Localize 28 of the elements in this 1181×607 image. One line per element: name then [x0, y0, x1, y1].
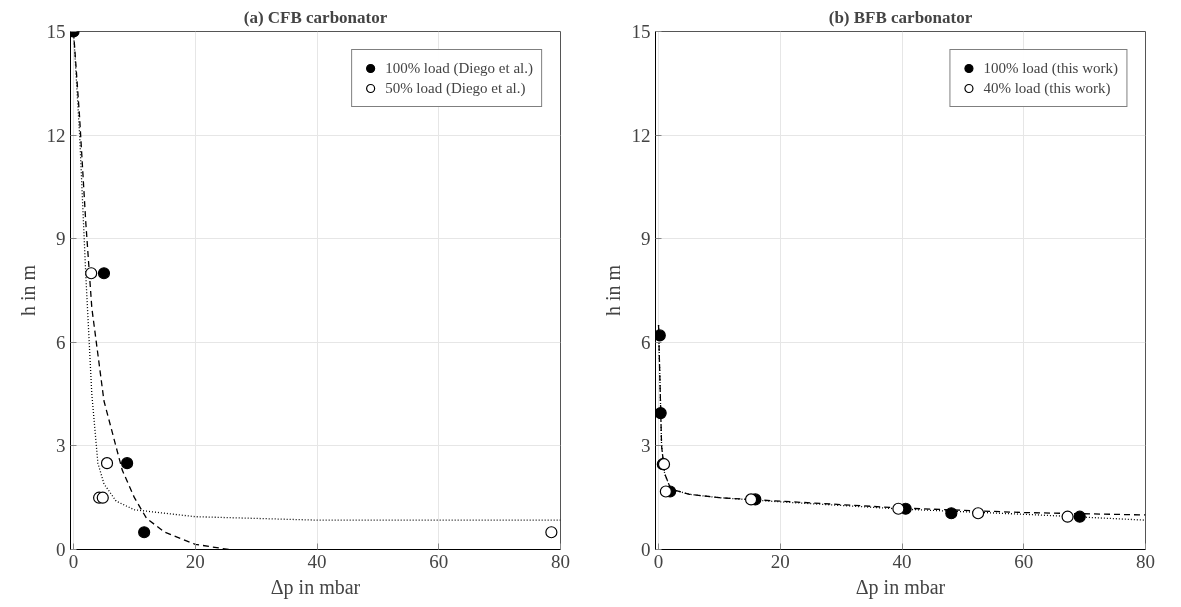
x-axis-title: Δp in mbar [855, 575, 946, 599]
legend-label: 50% load (Diego et al.) [385, 79, 526, 97]
x-tick-label: 20 [770, 550, 790, 572]
x-tick-label: 60 [429, 550, 449, 572]
y-tick-label: 9 [56, 228, 66, 250]
y-tick-label: 15 [631, 21, 651, 42]
x-tick-label: 80 [1136, 550, 1155, 572]
legend-label: 100% load (this work) [983, 59, 1118, 77]
y-tick-label: 15 [46, 21, 66, 42]
chart-title: (b) BFB carbonator [828, 7, 973, 27]
y-axis-title: h in m [601, 264, 624, 317]
legend-label: 40% load (this work) [983, 79, 1111, 97]
x-tick-label: 40 [307, 550, 327, 572]
y-tick-label: 6 [56, 331, 66, 353]
y-tick-label: 12 [631, 124, 651, 146]
x-tick-label: 40 [892, 550, 912, 572]
chart-title: (a) CFB carbonator [243, 7, 388, 27]
y-tick-label: 9 [641, 228, 651, 250]
x-tick-label: 60 [1014, 550, 1034, 572]
x-tick-label: 20 [185, 550, 205, 572]
y-tick-label: 3 [56, 435, 66, 457]
x-axis-title: Δp in mbar [270, 575, 361, 599]
x-tick-label: 80 [551, 550, 570, 572]
y-axis-title: h in m [16, 264, 39, 317]
y-tick-label: 12 [46, 124, 66, 146]
y-tick-label: 3 [641, 435, 651, 457]
y-tick-label: 6 [641, 331, 651, 353]
legend-label: 100% load (Diego et al.) [385, 59, 533, 77]
